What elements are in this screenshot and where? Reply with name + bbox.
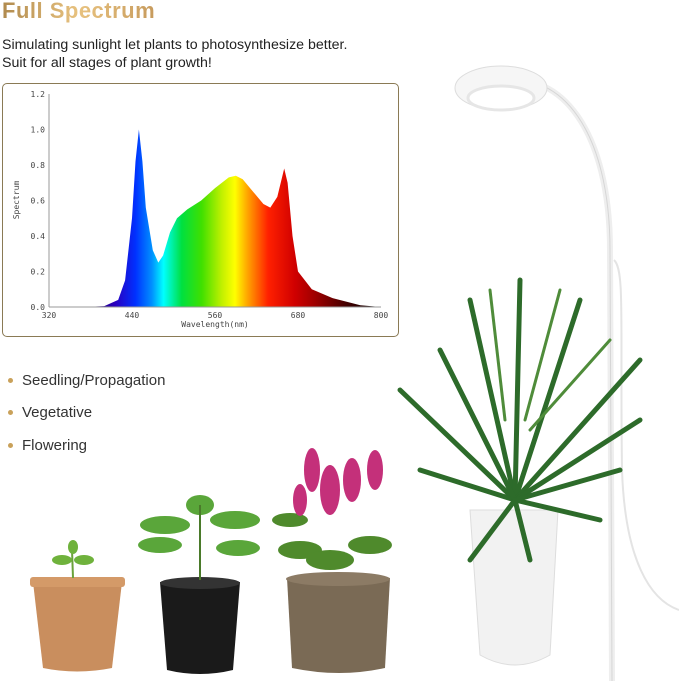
y-tick-label: 0.6 xyxy=(31,197,46,206)
vegetative-plant xyxy=(138,495,260,674)
stage-label: Flowering xyxy=(22,436,88,454)
stage-item: Flowering xyxy=(8,429,165,462)
stage-label: Vegetative xyxy=(22,404,93,422)
x-tick-label: 800 xyxy=(374,311,389,320)
seedling-plant xyxy=(30,540,125,672)
spectrum-chart: 0.0 0.2 0.4 0.6 0.8 1.0 1.2 320 440 560 680 800 Wa… xyxy=(12,90,389,329)
page-title: Full Spectrum xyxy=(2,0,156,23)
y-tick-label: 1.0 xyxy=(31,126,46,135)
x-tick-label: 680 xyxy=(291,311,306,320)
palm-plant xyxy=(397,277,643,666)
growth-stage-list: Seedling/Propagation Vegetative Flowerin… xyxy=(8,364,165,462)
x-tick-label: 440 xyxy=(125,311,140,320)
subtitle-line: Suit for all stages of plant growth! xyxy=(2,55,212,71)
subtitle: Simulating sunlight let plants to photos… xyxy=(2,36,347,72)
bullet-dot-icon xyxy=(8,410,13,416)
x-axis-label: Wavelength(nm) xyxy=(181,320,248,329)
stage-item: Seedling/Propagation xyxy=(8,364,165,397)
spectrum-chart-frame: 0.0 0.2 0.4 0.6 0.8 1.0 1.2 320 440 560 680 800 Wa… xyxy=(2,83,399,337)
y-tick-label: 0.2 xyxy=(31,268,46,277)
x-tick-label: 320 xyxy=(42,311,57,320)
subtitle-line: Simulating sunlight let plants to photos… xyxy=(2,37,348,53)
y-tick-label: 0.8 xyxy=(31,161,46,170)
bullet-dot-icon xyxy=(8,377,13,383)
bullet-dot-icon xyxy=(8,442,13,448)
grow-lamp xyxy=(454,65,679,681)
flowering-plant xyxy=(272,448,392,673)
x-tick-label: 560 xyxy=(208,311,223,320)
y-axis-label: Spectrum xyxy=(12,181,21,220)
y-tick-label: 1.2 xyxy=(31,90,46,99)
stage-item: Vegetative xyxy=(8,397,165,430)
y-tick-label: 0.4 xyxy=(31,232,46,241)
y-tick-label: 0.0 xyxy=(31,303,46,312)
spectrum-area xyxy=(83,129,381,307)
stage-label: Seedling/Propagation xyxy=(22,371,166,389)
